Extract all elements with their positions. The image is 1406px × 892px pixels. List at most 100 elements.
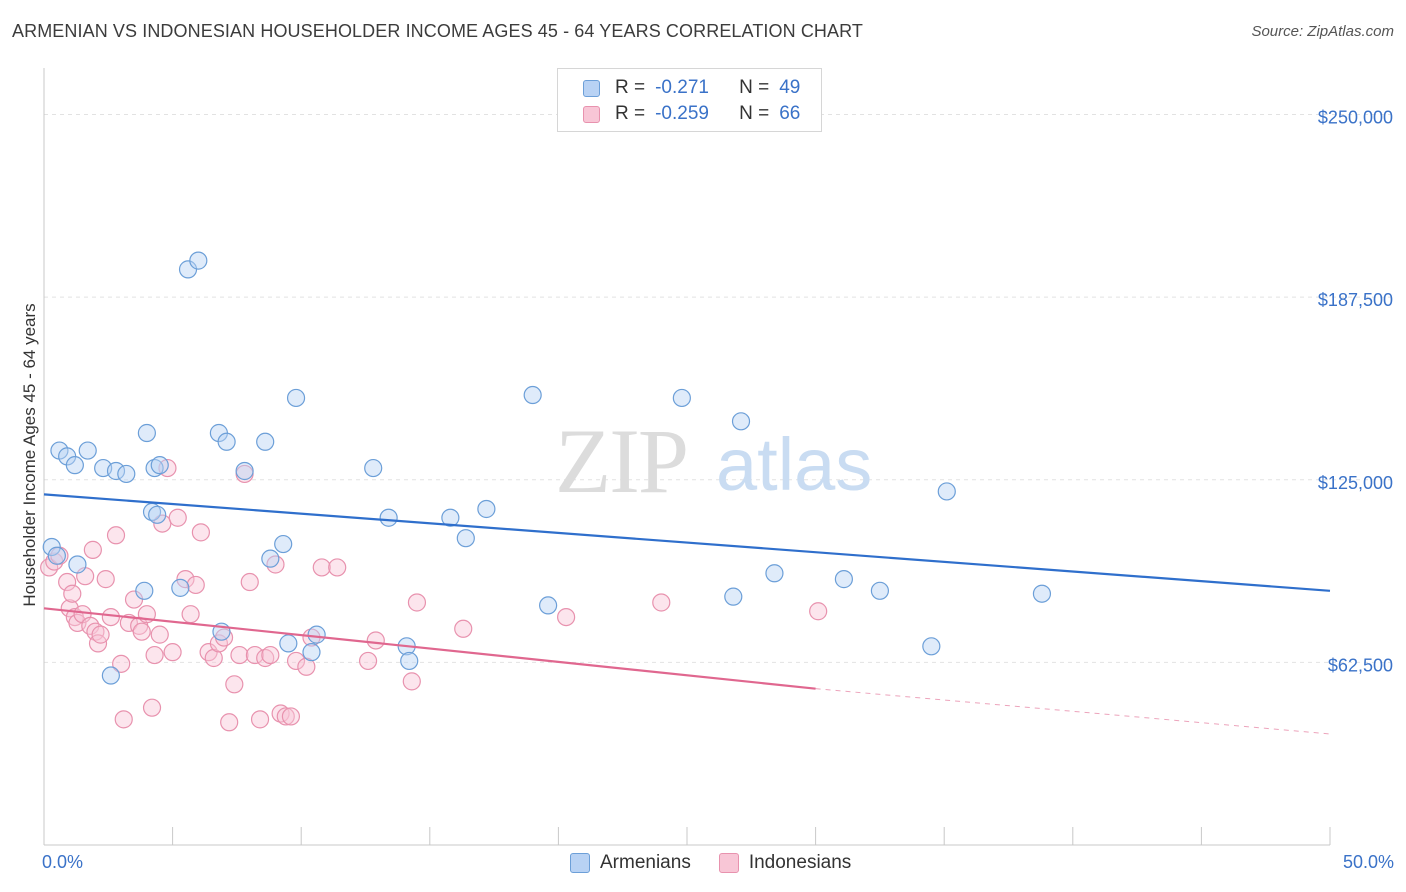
indonesians-legend-label: Indonesians — [748, 852, 852, 873]
armenians-r-value: -0.271 — [655, 77, 709, 98]
armenians-point — [47, 546, 66, 565]
trend-lines — [43, 493, 1331, 735]
indonesians-point — [106, 526, 126, 545]
armenians-point — [148, 505, 167, 524]
armenians-point — [731, 412, 751, 431]
x-tick-max: 50.0% — [1342, 852, 1394, 872]
indonesians-point — [186, 575, 205, 595]
armenians-point — [765, 564, 784, 583]
armenians-legend-swatch — [570, 853, 590, 873]
armenians-n-label: N = — [739, 77, 770, 98]
indonesians-point — [266, 555, 285, 574]
indonesians-point — [261, 645, 280, 665]
indonesians-r-value: -0.259 — [655, 103, 709, 124]
armenians-point — [724, 587, 743, 606]
correlation-legend: R = -0.271 N = 49 R = -0.259 N = 66 — [557, 68, 822, 132]
indonesians-swatch — [583, 105, 600, 123]
armenians-point — [307, 625, 326, 644]
armenians-point — [1032, 584, 1052, 603]
indonesians-n-label: N = — [739, 103, 770, 124]
armenians-point — [217, 432, 236, 451]
axes — [43, 68, 1331, 846]
watermark-zip: ZIP — [555, 410, 687, 512]
armenians-point — [150, 456, 169, 475]
armenians-point — [672, 388, 691, 408]
watermark-atlas: atlas — [716, 423, 872, 506]
armenians-point — [302, 643, 321, 662]
armenians-point — [78, 441, 97, 460]
armenians-point — [286, 388, 306, 408]
indonesians-point — [220, 713, 239, 732]
armenians-point — [65, 456, 84, 475]
armenians-point — [523, 385, 542, 405]
armenians-point — [137, 423, 156, 443]
legend-item-indonesians[interactable]: Indonesians — [718, 852, 852, 874]
legend-row-armenians: R = -0.271 N = 49 — [583, 76, 800, 100]
armenians-point — [870, 581, 890, 600]
indonesians-legend-swatch — [718, 853, 739, 873]
indonesians-point — [557, 607, 576, 627]
indonesians-point — [276, 707, 295, 726]
armenians-point — [922, 637, 941, 656]
armenians-point — [937, 482, 956, 501]
indonesians-point — [328, 558, 347, 577]
legend-row-indonesians: R = -0.259 N = 66 — [583, 102, 800, 126]
y-tick-labels: $62,500 $125,000 $187,500 $250,000 — [1318, 108, 1393, 676]
indonesians-point — [271, 704, 290, 723]
indonesians-point — [83, 540, 102, 559]
indonesians-point — [163, 643, 182, 662]
indonesians-point — [168, 508, 187, 527]
armenians-point — [145, 458, 164, 478]
armenians-point — [117, 464, 136, 484]
indonesians-point — [191, 523, 210, 542]
armenians-point — [456, 529, 475, 548]
armenians-point — [256, 432, 275, 451]
armenians-point — [171, 578, 190, 597]
armenians-r-label: R = — [615, 77, 646, 98]
indonesians-points — [40, 458, 828, 732]
indonesians-point — [176, 570, 195, 589]
y-tick-label: $250,000 — [1318, 108, 1393, 128]
armenians-point — [274, 534, 293, 554]
legend-item-armenians[interactable]: Armenians — [570, 852, 691, 874]
y-axis-label: Householder Income Ages 45 - 64 years — [20, 303, 39, 607]
indonesians-point — [358, 651, 378, 671]
indonesians-point — [86, 622, 105, 641]
armenians-n-value: 49 — [779, 77, 801, 98]
indonesians-point — [230, 645, 249, 665]
y-tick-label: $187,500 — [1318, 290, 1393, 310]
armenians-point — [477, 499, 496, 519]
source-label: Source: ZipAtlas.com — [1251, 23, 1394, 40]
indonesians-point — [407, 593, 427, 612]
armenians-point — [135, 581, 154, 600]
armenians-swatch — [583, 79, 600, 97]
indonesians-point — [112, 654, 131, 673]
indonesians-point — [366, 631, 385, 650]
indonesians-point — [256, 648, 275, 668]
armenians-point — [834, 570, 853, 589]
indonesians-point — [225, 675, 244, 694]
indonesians-point — [145, 645, 164, 665]
x-tick-min: 0.0% — [42, 852, 84, 872]
armenians-point — [400, 651, 419, 671]
indonesians-trendline — [43, 607, 816, 690]
indonesians-point — [240, 572, 259, 592]
y-tick-label: $62,500 — [1328, 655, 1393, 675]
indonesians-point — [63, 584, 82, 603]
armenians-point — [42, 537, 61, 557]
armenians-point — [441, 508, 460, 527]
watermark: ZIP atlas — [555, 410, 872, 512]
series-legend: Armenians Indonesians — [570, 852, 879, 874]
armenians-point — [189, 251, 208, 270]
armenians-point — [235, 461, 254, 481]
indonesians-trendline-extension — [815, 688, 1331, 735]
indonesians-point — [114, 710, 133, 729]
indonesians-point — [402, 672, 421, 691]
indonesians-point — [181, 605, 200, 624]
armenians-point — [539, 596, 558, 615]
indonesians-point — [281, 707, 301, 726]
armenians-points — [42, 251, 1052, 685]
armenians-point — [106, 461, 126, 481]
indonesians-point — [286, 651, 306, 671]
